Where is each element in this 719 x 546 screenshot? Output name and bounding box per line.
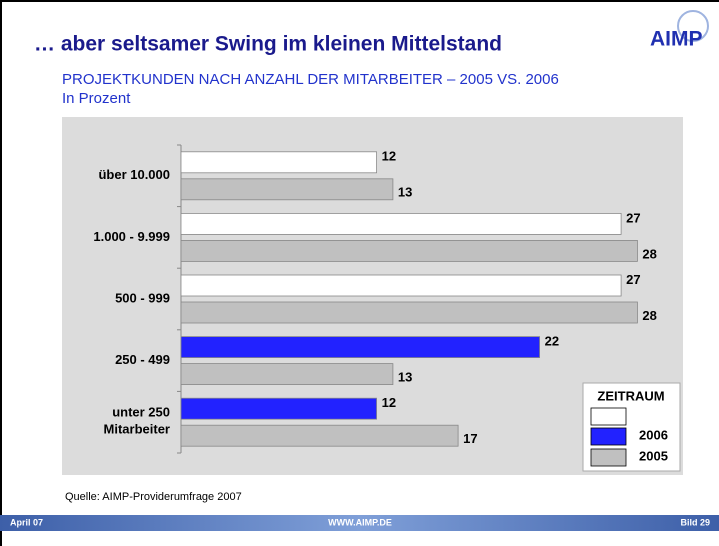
legend-swatch xyxy=(590,407,627,426)
footer-bar xyxy=(0,515,719,531)
bar xyxy=(180,274,622,297)
category-label: 250 - 499 xyxy=(115,352,170,367)
value-label: 12 xyxy=(382,395,396,410)
legend-label: 2006 xyxy=(639,427,668,442)
bar xyxy=(180,397,378,420)
value-label: 17 xyxy=(463,431,477,446)
footer-page: Bild 29 xyxy=(680,517,710,527)
category-label: unter 250 Mitarbeiter xyxy=(104,405,170,437)
footer-url: WWW.AIMP.DE xyxy=(328,517,392,527)
bar xyxy=(180,212,622,235)
value-label: 13 xyxy=(398,370,412,385)
category-label: 500 - 999 xyxy=(115,290,170,305)
bar xyxy=(180,178,394,201)
logo: AIMP xyxy=(650,28,703,51)
value-label: 27 xyxy=(626,272,640,287)
bar xyxy=(180,424,459,447)
bar xyxy=(180,363,394,386)
bar xyxy=(180,151,378,174)
chart-title: PROJEKTKUNDEN NACH ANZAHL DER MITARBEITE… xyxy=(62,71,559,88)
footer-date: April 07 xyxy=(10,517,43,527)
value-label: 28 xyxy=(642,246,656,261)
bar xyxy=(180,239,638,262)
legend-title: ZEITRAUM xyxy=(597,388,664,403)
chart-subtitle: In Prozent xyxy=(62,90,131,107)
value-label: 12 xyxy=(382,149,396,164)
legend-swatch xyxy=(590,427,627,446)
slide-title: … aber seltsamer Swing im kleinen Mittel… xyxy=(34,33,502,56)
value-label: 28 xyxy=(642,308,656,323)
bar xyxy=(180,301,638,324)
legend-swatch xyxy=(590,448,627,467)
category-label: über 10.000 xyxy=(98,167,170,182)
logo-ring xyxy=(677,10,709,42)
value-label: 27 xyxy=(626,210,640,225)
category-label: 1.000 - 9.999 xyxy=(93,229,170,244)
value-label: 13 xyxy=(398,185,412,200)
source: Quelle: AIMP-Providerumfrage 2007 xyxy=(65,491,242,503)
legend-label: 2005 xyxy=(639,448,668,463)
bar xyxy=(180,336,541,359)
value-label: 22 xyxy=(545,334,559,349)
